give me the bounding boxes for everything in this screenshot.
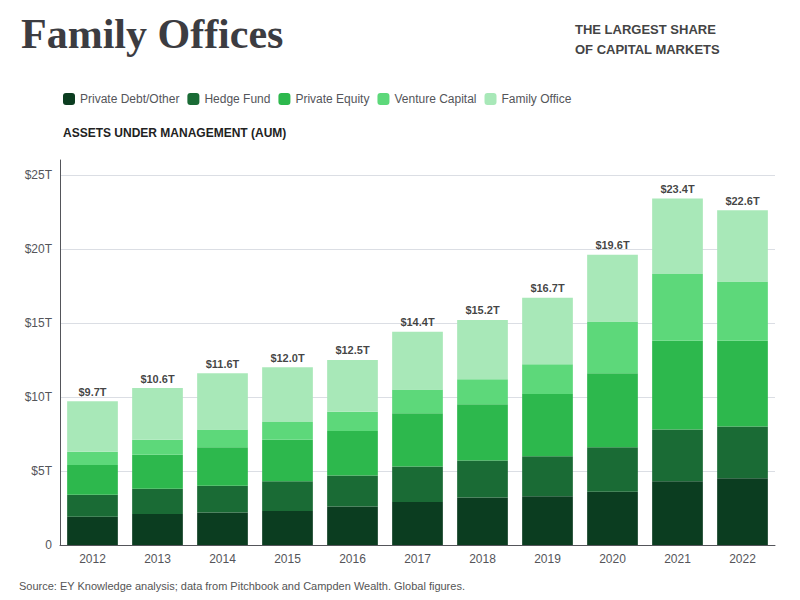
svg-text:2021: 2021 (664, 552, 691, 566)
svg-text:$16.7T: $16.7T (530, 282, 565, 294)
svg-text:$10T: $10T (25, 390, 53, 404)
svg-text:2019: 2019 (534, 552, 561, 566)
svg-text:0: 0 (45, 538, 52, 552)
svg-text:THE LARGEST SHARE: THE LARGEST SHARE (575, 22, 716, 37)
svg-text:2017: 2017 (404, 552, 431, 566)
svg-text:$15.2T: $15.2T (465, 304, 500, 316)
svg-text:Private Equity: Private Equity (295, 92, 369, 106)
svg-text:2022: 2022 (729, 552, 756, 566)
svg-text:$25T: $25T (25, 168, 53, 182)
svg-text:Venture Capital: Venture Capital (394, 92, 476, 106)
svg-text:2015: 2015 (274, 552, 301, 566)
svg-text:2012: 2012 (79, 552, 106, 566)
svg-text:2016: 2016 (339, 552, 366, 566)
svg-text:Family Office: Family Office (502, 92, 572, 106)
svg-text:$23.4T: $23.4T (660, 183, 695, 195)
svg-text:2013: 2013 (144, 552, 171, 566)
svg-text:$19.6T: $19.6T (595, 239, 630, 251)
svg-text:2014: 2014 (209, 552, 236, 566)
svg-text:ASSETS UNDER MANAGEMENT (AUM): ASSETS UNDER MANAGEMENT (AUM) (63, 126, 286, 140)
svg-text:OF CAPITAL MARKETS: OF CAPITAL MARKETS (575, 42, 720, 57)
svg-text:$11.6T: $11.6T (206, 358, 240, 370)
svg-text:$10.6T: $10.6T (140, 373, 175, 385)
svg-text:Hedge Fund: Hedge Fund (204, 92, 270, 106)
svg-text:Private Debt/Other: Private Debt/Other (80, 92, 179, 106)
svg-text:Source: EY Knowledge analysis;: Source: EY Knowledge analysis; data from… (19, 580, 465, 592)
svg-text:$14.4T: $14.4T (400, 316, 435, 328)
svg-text:$22.6T: $22.6T (725, 195, 760, 207)
svg-text:2018: 2018 (469, 552, 496, 566)
svg-text:$20T: $20T (25, 242, 53, 256)
svg-text:$5T: $5T (31, 464, 52, 478)
svg-text:$9.7T: $9.7T (78, 386, 106, 398)
svg-text:$12.0T: $12.0T (270, 352, 305, 364)
svg-text:2020: 2020 (599, 552, 626, 566)
svg-text:$12.5T: $12.5T (335, 344, 370, 356)
svg-text:$15T: $15T (25, 316, 53, 330)
svg-text:Family Offices: Family Offices (21, 11, 283, 57)
